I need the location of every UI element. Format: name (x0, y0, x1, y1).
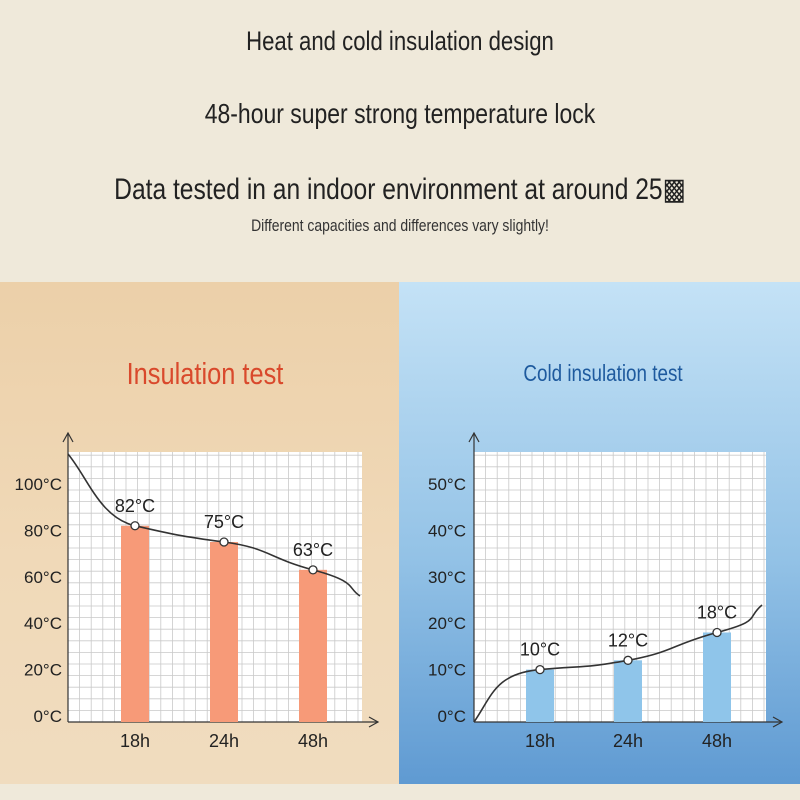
footer-strip (0, 784, 800, 800)
x-tick-label: 24h (613, 731, 643, 751)
chart-title: Cold insulation test (523, 361, 682, 386)
y-tick-label: 50°C (428, 475, 466, 494)
x-tick-label: 24h (209, 731, 239, 751)
bar-48h (703, 632, 731, 722)
header-title: Heat and cold insulation design (246, 26, 554, 56)
bar-18h (526, 669, 554, 722)
data-point-marker (219, 537, 229, 547)
x-axis-arrow (368, 716, 380, 728)
data-point-marker (308, 565, 318, 575)
y-tick-label: 80°C (24, 521, 62, 540)
data-label: 12°C (608, 630, 648, 650)
cold-insulation-test-chart: Cold insulation test 0°C 10°C 20°C 30°C 40°C 5… (428, 361, 784, 751)
y-axis-arrow (62, 431, 74, 443)
data-point-marker (535, 664, 545, 675)
data-label: 75°C (204, 512, 244, 532)
data-point-marker (712, 627, 722, 638)
y-tick-label: 0°C (437, 707, 466, 726)
data-point-marker (130, 521, 140, 531)
data-point-marker (623, 655, 633, 665)
header-subtitle: 48-hour super strong temperature lock (204, 98, 596, 129)
bar-24h (210, 542, 238, 722)
y-tick-label: 20°C (428, 614, 466, 633)
data-label: 63°C (293, 540, 333, 560)
y-tick-label: 40°C (24, 614, 62, 633)
data-label: 18°C (697, 602, 737, 622)
x-tick-label: 18h (120, 731, 150, 751)
y-tick-label: 100°C (15, 475, 62, 494)
disclaimer-text: Different capacities and differences var… (251, 216, 549, 235)
x-tick-label: 48h (702, 731, 732, 751)
y-tick-label: 20°C (24, 661, 62, 680)
y-tick-label: 30°C (428, 568, 466, 587)
bar-48h (299, 569, 327, 722)
x-tick-label: 18h (525, 731, 555, 751)
x-axis-arrow (772, 716, 784, 728)
test-condition-note: Data tested in an indoor environment at … (114, 173, 686, 206)
y-tick-label: 60°C (24, 568, 62, 587)
y-tick-label: 0°C (33, 707, 62, 726)
data-label: 82°C (115, 496, 155, 516)
insulation-test-chart: Insulation test 0°C 20°C 40°C 60°C 80°C 100°C 1… (15, 357, 380, 751)
bar-18h (121, 525, 149, 722)
y-axis-arrow (468, 431, 480, 443)
y-tick-label: 40°C (428, 521, 466, 540)
chart-title: Insulation test (127, 357, 284, 392)
gridlines (473, 452, 766, 723)
data-label: 10°C (520, 640, 560, 660)
y-tick-label: 10°C (428, 661, 466, 680)
bar-24h (614, 660, 642, 722)
x-tick-label: 48h (298, 731, 328, 751)
